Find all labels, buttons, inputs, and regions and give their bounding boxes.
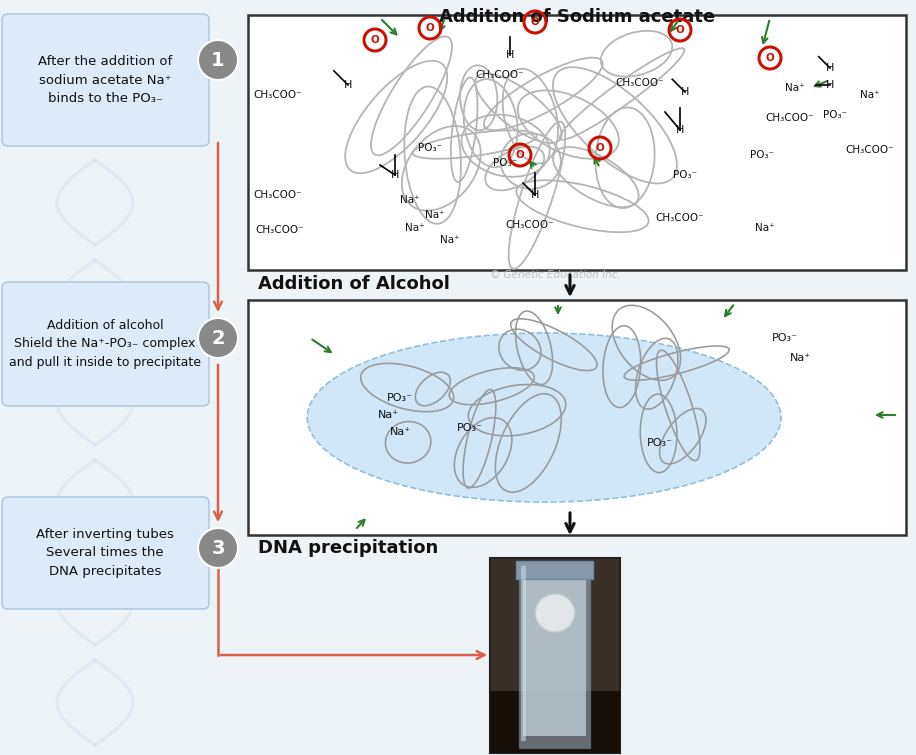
Text: CH₃COO⁻: CH₃COO⁻ — [766, 113, 814, 123]
Text: PO₃⁻: PO₃⁻ — [387, 393, 413, 403]
Text: CH₃COO⁻: CH₃COO⁻ — [254, 190, 302, 200]
Bar — [516, 561, 593, 579]
Ellipse shape — [535, 594, 574, 632]
Text: CH₃COO⁻: CH₃COO⁻ — [475, 70, 524, 80]
Text: CH₃COO⁻: CH₃COO⁻ — [506, 220, 554, 230]
Text: Addition of Sodium acetate: Addition of Sodium acetate — [439, 8, 715, 26]
Text: O: O — [426, 23, 434, 33]
Bar — [248, 300, 906, 535]
Bar — [490, 691, 620, 753]
Text: O: O — [516, 150, 524, 160]
Text: Na⁺: Na⁺ — [400, 195, 420, 205]
Text: H: H — [826, 80, 834, 90]
Text: PO₃⁻: PO₃⁻ — [457, 423, 483, 433]
Text: CH₃COO⁻: CH₃COO⁻ — [616, 78, 664, 88]
Text: PO₃⁻: PO₃⁻ — [418, 143, 442, 153]
Text: PO₃⁻: PO₃⁻ — [673, 170, 697, 180]
Text: Addition of Alcohol: Addition of Alcohol — [258, 275, 450, 293]
Circle shape — [198, 40, 238, 80]
Text: After inverting tubes
Several times the
DNA precipitates: After inverting tubes Several times the … — [36, 528, 174, 578]
Circle shape — [198, 528, 238, 568]
Text: 3: 3 — [212, 538, 224, 557]
Text: H: H — [391, 170, 399, 180]
Text: After the addition of
sodium acetate Na⁺
binds to the PO₃₋: After the addition of sodium acetate Na⁺… — [38, 55, 172, 105]
Text: DNA precipitation: DNA precipitation — [258, 539, 438, 557]
Text: H: H — [676, 125, 684, 135]
Text: H: H — [530, 190, 540, 200]
Text: Na⁺: Na⁺ — [405, 223, 425, 233]
Text: PO₃⁻: PO₃⁻ — [823, 110, 847, 120]
Text: Na⁺: Na⁺ — [785, 83, 805, 93]
Text: Na⁺: Na⁺ — [389, 427, 410, 437]
Bar — [248, 15, 906, 270]
FancyBboxPatch shape — [2, 497, 209, 609]
Text: O: O — [530, 17, 540, 27]
Ellipse shape — [307, 333, 781, 502]
Text: Na⁺: Na⁺ — [790, 353, 811, 363]
Bar — [520, 566, 526, 741]
Text: 2: 2 — [212, 328, 224, 347]
Bar — [490, 558, 620, 753]
Bar — [502, 566, 608, 745]
Text: 1: 1 — [212, 51, 224, 69]
Text: CH₃COO⁻: CH₃COO⁻ — [656, 213, 704, 223]
Text: Na⁺: Na⁺ — [377, 410, 398, 420]
Bar — [493, 560, 617, 751]
Text: CH₃COO⁻: CH₃COO⁻ — [845, 145, 894, 155]
Bar — [496, 562, 614, 749]
Text: CH₃COO⁻: CH₃COO⁻ — [256, 225, 304, 235]
Text: PO₃⁻: PO₃⁻ — [493, 158, 517, 168]
Text: O: O — [766, 53, 774, 63]
Circle shape — [198, 318, 238, 358]
FancyBboxPatch shape — [2, 282, 209, 406]
Text: Na⁺: Na⁺ — [425, 210, 445, 220]
Text: H: H — [344, 80, 352, 90]
Text: PO₃⁻: PO₃⁻ — [750, 150, 774, 160]
Text: O: O — [595, 143, 605, 153]
Text: © Genetic Education Inc.: © Genetic Education Inc. — [490, 270, 620, 280]
Text: PO₃⁻: PO₃⁻ — [772, 333, 798, 343]
FancyBboxPatch shape — [2, 14, 209, 146]
Text: Addition of alcohol
Shield the Na⁺-PO₃₋ complex
and pull it inside to precipitat: Addition of alcohol Shield the Na⁺-PO₃₋ … — [9, 319, 201, 369]
Text: Na⁺: Na⁺ — [860, 90, 879, 100]
Text: O: O — [676, 25, 684, 35]
Bar — [518, 563, 590, 748]
Text: Na⁺: Na⁺ — [441, 235, 460, 245]
Bar — [490, 558, 620, 753]
Text: Na⁺: Na⁺ — [755, 223, 775, 233]
Text: H: H — [826, 63, 834, 73]
Text: O: O — [371, 35, 379, 45]
Bar — [523, 576, 586, 736]
Bar — [499, 564, 611, 747]
Text: H: H — [681, 87, 689, 97]
Text: PO₃⁻: PO₃⁻ — [647, 438, 673, 448]
Text: H: H — [506, 50, 514, 60]
Text: CH₃COO⁻: CH₃COO⁻ — [254, 90, 302, 100]
